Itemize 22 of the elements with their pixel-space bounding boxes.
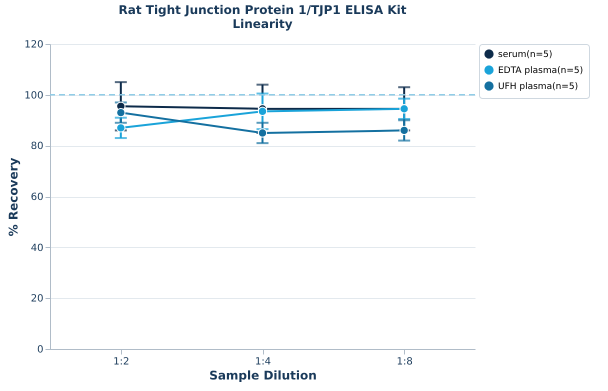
y-tick-label: 40 [30,242,44,254]
x-tick-label: 1:4 [254,356,272,368]
chart-title: Rat Tight Junction Protein 1/TJP1 ELISA Kit [118,3,407,17]
legend-label: serum(n=5) [498,50,552,60]
y-tick-label: 120 [24,40,44,50]
x-tick-label: 1:8 [396,356,413,368]
y-tick-label: 60 [30,192,44,203]
point [399,126,409,136]
y-tick-label: 80 [30,141,44,152]
point [258,106,268,116]
y-tick-label: 100 [24,90,44,102]
point [116,123,126,133]
y-tick-label: 0 [37,344,44,356]
x-tick-label: 1:2 [113,356,130,368]
legend-label: UFH plasma(n=5) [498,82,578,92]
point [116,108,126,118]
y-axis-title: % Recovery [6,158,20,236]
y-tick-label: 20 [30,294,44,305]
point [258,128,268,138]
x-axis-title: Sample Dilution [209,368,317,382]
legend-label: EDTA plasma(n=5) [498,66,584,76]
chart-subtitle: Linearity [232,17,293,31]
